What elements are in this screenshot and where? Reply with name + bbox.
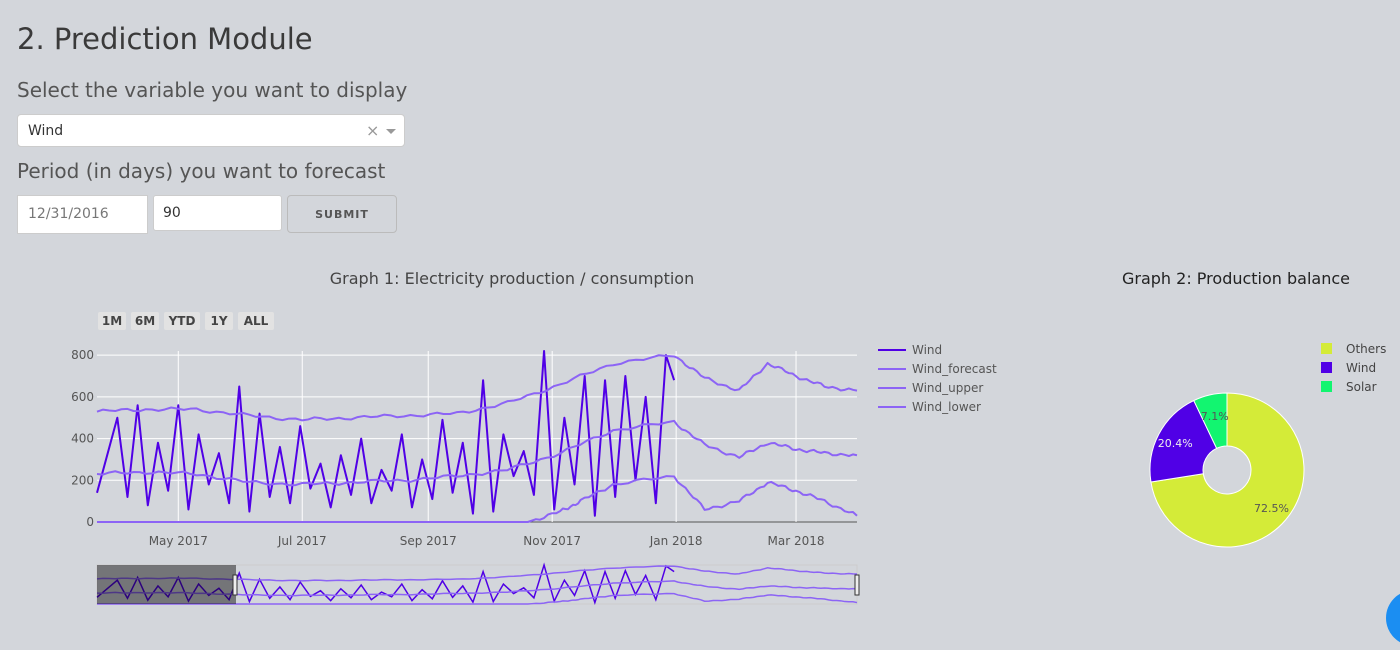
range-slider[interactable] bbox=[96, 562, 860, 606]
page-title: 2. Prediction Module bbox=[17, 22, 313, 56]
chevron-down-icon[interactable] bbox=[386, 129, 396, 134]
clear-icon[interactable]: × bbox=[366, 121, 380, 140]
range-selector[interactable]: 1M 6M YTD 1Y ALL bbox=[98, 312, 274, 330]
submit-button[interactable]: SUBMIT bbox=[287, 195, 397, 233]
legend-label[interactable]: Others bbox=[1346, 342, 1386, 356]
range-button-all[interactable] bbox=[238, 312, 274, 330]
period-label: Period (in days) you want to forecast bbox=[17, 159, 386, 183]
range-button-1y[interactable] bbox=[205, 312, 233, 330]
pie-slice-solar[interactable] bbox=[1193, 392, 1228, 450]
start-date-input[interactable]: 12/31/2016 bbox=[17, 195, 148, 234]
y-tick-label: 0 bbox=[86, 515, 94, 529]
y-tick-label: 600 bbox=[71, 390, 94, 404]
legend-label[interactable]: Wind_lower bbox=[912, 400, 981, 414]
y-tick-label: 200 bbox=[71, 473, 94, 487]
legend-swatch bbox=[1321, 381, 1332, 392]
series-line-wind-forecast bbox=[96, 419, 858, 487]
days-input[interactable]: 90 bbox=[153, 195, 282, 231]
range-button-label: 6M bbox=[135, 314, 155, 328]
legend-label[interactable]: Wind_upper bbox=[912, 381, 983, 395]
range-slider-series bbox=[96, 565, 858, 582]
series-line-wind-upper bbox=[96, 354, 858, 422]
variable-select[interactable]: Wind × bbox=[17, 114, 405, 147]
legend-label[interactable]: Wind bbox=[912, 343, 942, 357]
variable-select-value: Wind bbox=[28, 123, 64, 139]
range-slider-series bbox=[96, 562, 675, 606]
legend-swatch bbox=[1321, 362, 1332, 373]
range-button-label: ALL bbox=[244, 314, 269, 328]
variable-select-label: Select the variable you want to display bbox=[17, 78, 408, 102]
range-slider-right-handle[interactable] bbox=[854, 574, 860, 596]
x-tick-label: Jul 2017 bbox=[277, 534, 327, 548]
legend-label[interactable]: Wind_forecast bbox=[912, 362, 997, 376]
x-tick-label: Sep 2017 bbox=[400, 534, 457, 548]
action-button-icon[interactable] bbox=[1386, 590, 1400, 646]
chart-title: Graph 2: Production balance bbox=[1122, 269, 1350, 288]
pie-slice-others[interactable] bbox=[1150, 392, 1305, 548]
range-slider-series bbox=[96, 580, 858, 597]
chart-legend[interactable]: Others Wind Solar bbox=[1321, 342, 1386, 394]
y-tick-label: 800 bbox=[71, 348, 94, 362]
series-line-wind-lower bbox=[97, 475, 858, 523]
range-button-label: 1Y bbox=[210, 314, 227, 328]
range-slider-series bbox=[97, 592, 858, 605]
legend-label[interactable]: Solar bbox=[1346, 380, 1377, 394]
y-tick-label: 400 bbox=[71, 432, 94, 446]
legend-swatch bbox=[1321, 343, 1332, 354]
range-button-label: 1M bbox=[102, 314, 122, 328]
x-tick-label: Mar 2018 bbox=[768, 534, 825, 548]
production-chart[interactable]: Graph 1: Electricity production / consum… bbox=[0, 262, 1020, 642]
pie-slice-label: 7.1% bbox=[1201, 410, 1229, 423]
x-tick-label: Jan 2018 bbox=[649, 534, 703, 548]
range-button-label: YTD bbox=[168, 314, 196, 328]
range-slider-mask bbox=[97, 565, 236, 604]
pie-slice-label: 72.5% bbox=[1254, 502, 1289, 515]
range-slider-left-handle[interactable] bbox=[232, 574, 238, 596]
legend-label[interactable]: Wind bbox=[1346, 361, 1376, 375]
series-line-wind bbox=[96, 350, 676, 517]
pie-slice-wind[interactable] bbox=[1149, 399, 1218, 483]
range-button-1m[interactable] bbox=[98, 312, 126, 330]
x-tick-label: Nov 2017 bbox=[523, 534, 581, 548]
pie-slice-label: 20.4% bbox=[1158, 437, 1193, 450]
balance-pie-chart[interactable]: Graph 2: Production balance 72.5% 20.4% 7.… bbox=[1080, 262, 1400, 562]
chart-title: Graph 1: Electricity production / consum… bbox=[330, 269, 694, 288]
range-button-6m[interactable] bbox=[131, 312, 159, 330]
x-tick-label: May 2017 bbox=[149, 534, 208, 548]
range-button-ytd[interactable] bbox=[164, 312, 200, 330]
chart-legend[interactable]: Wind Wind_forecast Wind_upper Wind_lower bbox=[878, 343, 997, 414]
